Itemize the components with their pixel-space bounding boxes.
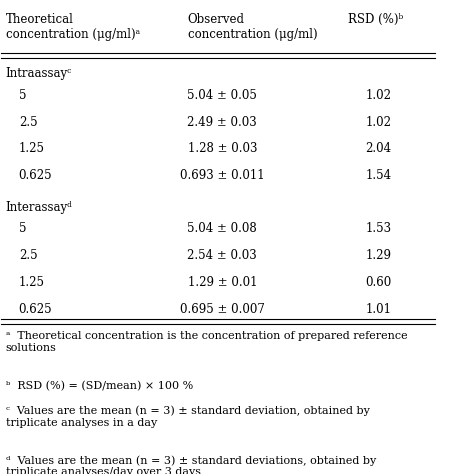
Text: 0.695 ± 0.007: 0.695 ± 0.007 (180, 303, 265, 316)
Text: Observed
concentration (μg/ml): Observed concentration (μg/ml) (188, 13, 317, 41)
Text: Intraassayᶜ: Intraassayᶜ (6, 67, 72, 80)
Text: 0.693 ± 0.011: 0.693 ± 0.011 (180, 169, 264, 182)
Text: 1.29: 1.29 (365, 249, 392, 262)
Text: 5: 5 (18, 89, 26, 102)
Text: ᵇ  RSD (%) = (SD/mean) × 100 %: ᵇ RSD (%) = (SD/mean) × 100 % (6, 381, 193, 391)
Text: 5: 5 (18, 222, 26, 236)
Text: 5.04 ± 0.05: 5.04 ± 0.05 (187, 89, 257, 102)
Text: 1.29 ± 0.01: 1.29 ± 0.01 (188, 276, 257, 289)
Text: ᶜ  Values are the mean (n = 3) ± standard deviation, obtained by
triplicate anal: ᶜ Values are the mean (n = 3) ± standard… (6, 406, 370, 428)
Text: ᵃ  Theoretical concentration is the concentration of prepared reference
solution: ᵃ Theoretical concentration is the conce… (6, 331, 407, 353)
Text: RSD (%)ᵇ: RSD (%)ᵇ (348, 13, 403, 27)
Text: 1.28 ± 0.03: 1.28 ± 0.03 (188, 142, 257, 155)
Text: Interassayᵈ: Interassayᵈ (6, 201, 73, 213)
Text: ᵈ  Values are the mean (n = 3) ± standard deviations, obtained by
triplicate ana: ᵈ Values are the mean (n = 3) ± standard… (6, 455, 376, 474)
Text: 1.02: 1.02 (365, 116, 392, 128)
Text: 1.53: 1.53 (365, 222, 392, 236)
Text: 2.5: 2.5 (18, 249, 37, 262)
Text: 2.54 ± 0.03: 2.54 ± 0.03 (188, 249, 257, 262)
Text: 2.5: 2.5 (18, 116, 37, 128)
Text: 1.25: 1.25 (18, 276, 45, 289)
Text: 2.04: 2.04 (365, 142, 392, 155)
Text: 1.01: 1.01 (365, 303, 392, 316)
Text: 5.04 ± 0.08: 5.04 ± 0.08 (188, 222, 257, 236)
Text: 2.49 ± 0.03: 2.49 ± 0.03 (188, 116, 257, 128)
Text: 1.25: 1.25 (18, 142, 45, 155)
Text: 0.625: 0.625 (18, 303, 52, 316)
Text: 1.54: 1.54 (365, 169, 392, 182)
Text: 1.02: 1.02 (365, 89, 392, 102)
Text: Theoretical
concentration (μg/ml)ᵃ: Theoretical concentration (μg/ml)ᵃ (6, 13, 140, 41)
Text: 0.60: 0.60 (365, 276, 392, 289)
Text: 0.625: 0.625 (18, 169, 52, 182)
